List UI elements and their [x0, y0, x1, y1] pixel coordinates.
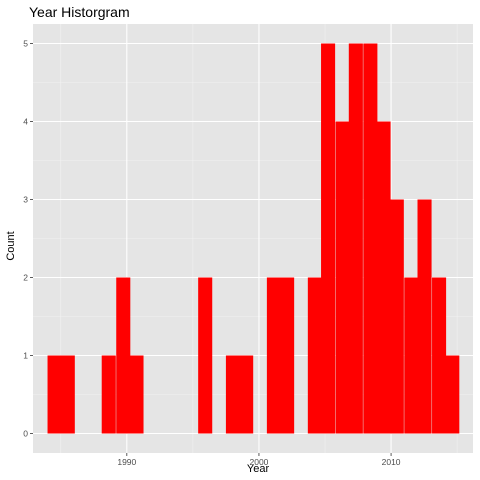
y-axis: 0 1 2 3 4 5	[23, 39, 33, 439]
histogram-bar	[307, 277, 322, 434]
histogram-bar	[417, 199, 432, 434]
histogram-bar	[280, 277, 295, 434]
histogram-bar	[376, 121, 391, 434]
histogram-bar	[129, 355, 144, 434]
histogram-bar	[432, 277, 447, 434]
histogram-bar	[47, 355, 62, 434]
histogram-bar	[389, 199, 404, 434]
y-tick-label: 5	[23, 39, 28, 49]
histogram-bar	[101, 355, 116, 434]
histogram-bar	[239, 355, 254, 434]
histogram-bar	[266, 277, 281, 434]
histogram-bar	[198, 277, 213, 434]
y-tick-label: 2	[23, 273, 28, 283]
y-tick-label: 0	[23, 429, 28, 439]
histogram-bar	[116, 277, 131, 434]
histogram-bar	[445, 355, 460, 434]
histogram-bar	[321, 43, 336, 434]
histogram-bar	[348, 43, 363, 434]
histogram-bar	[225, 355, 240, 434]
x-tick-label: 1990	[117, 457, 136, 467]
y-tick-label: 3	[23, 195, 28, 205]
histogram-bar	[60, 355, 75, 434]
chart-title: Year Historgram	[29, 4, 130, 20]
histogram-bar	[404, 277, 419, 434]
x-tick-label: 2000	[249, 457, 268, 467]
histogram-bar	[335, 121, 350, 434]
x-axis-title: Year	[247, 463, 270, 475]
y-tick-label: 4	[23, 117, 28, 127]
x-axis: 1990 2000 2010	[117, 453, 401, 467]
y-axis-title: Count	[5, 231, 17, 260]
histogram-bars	[47, 43, 460, 434]
histogram-bar	[363, 43, 378, 434]
x-tick-label: 2010	[382, 457, 401, 467]
y-tick-label: 1	[23, 351, 28, 361]
